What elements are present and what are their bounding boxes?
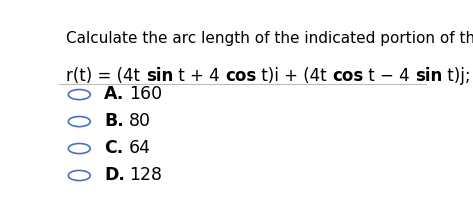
Text: t − 4: t − 4 [363,67,415,85]
Text: A.: A. [104,85,124,103]
Text: Calculate the arc length of the indicated portion of the curve r(t).: Calculate the arc length of the indicate… [66,31,473,46]
Text: C.: C. [104,139,123,157]
Text: r(t) = (4t: r(t) = (4t [66,67,146,85]
Text: B.: B. [104,112,124,130]
Text: cos: cos [225,67,256,85]
Text: 80: 80 [129,112,151,130]
Text: t)i + (4t: t)i + (4t [256,67,332,85]
Text: cos: cos [332,67,363,85]
Text: 128: 128 [129,166,162,184]
Text: D.: D. [104,166,125,184]
Text: t)j;  −2 ≤ t ≤ 6: t)j; −2 ≤ t ≤ 6 [442,67,473,85]
Text: t + 4: t + 4 [173,67,225,85]
Text: sin: sin [415,67,442,85]
Text: 160: 160 [129,85,162,103]
Text: 64: 64 [129,139,151,157]
Text: sin: sin [146,67,173,85]
